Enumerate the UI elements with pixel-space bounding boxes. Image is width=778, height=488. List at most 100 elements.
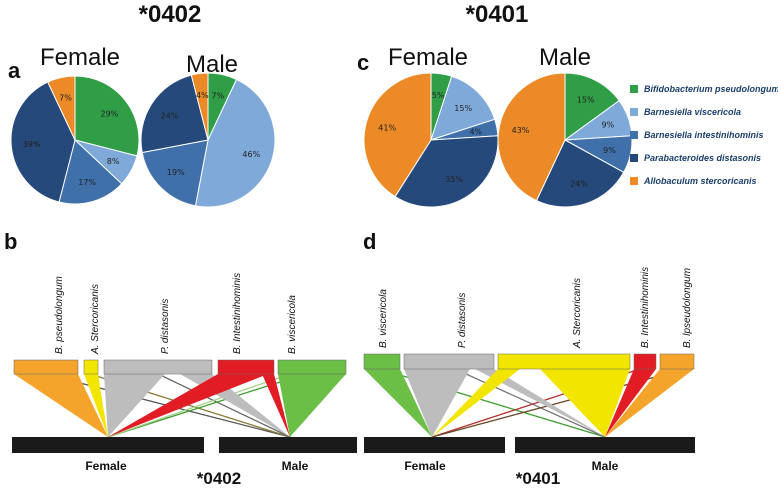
fan-d-distasonis-female bbox=[404, 369, 470, 437]
taxon-label-b-viscericola: B. viscericola bbox=[287, 295, 298, 354]
box-b-intestinihominis bbox=[217, 359, 275, 375]
panel-letter-c: c bbox=[357, 50, 369, 75]
pie-label-c-male-bifidobacterium-pseudolongum: 15% bbox=[577, 95, 595, 104]
network-b-fans bbox=[14, 374, 346, 437]
pie-a-male: 7% 46% 19% 24% 4% bbox=[140, 72, 276, 208]
pie-label-a-female-barnesiella-intestinihominis: 17% bbox=[78, 178, 96, 187]
pie-slice-a-female-allobaculum-stercoricanis bbox=[47, 75, 76, 141]
bar-label-d-male: Male bbox=[592, 459, 619, 473]
legend-label-bifidobacterium: Bifidobacterium pseudolongum bbox=[644, 84, 778, 94]
network-d-fans bbox=[364, 369, 694, 437]
pie-label-c-female-bifidobacterium-pseudolongum: 5% bbox=[432, 91, 445, 100]
pie-slice-a-male-parabacteroides-distasonis bbox=[140, 74, 209, 154]
pie-slice-c-male-parabacteroides-distasonis bbox=[535, 139, 625, 208]
box-b-distasonis bbox=[103, 359, 213, 375]
pie-c-female: 5% 15% 4% 35% 41% bbox=[363, 72, 499, 208]
fan-b-intestinihominis-female bbox=[108, 374, 268, 437]
legend-item-barnesiella-intestinihominis: Barnesiella intestinihominis bbox=[630, 130, 764, 140]
box-d-intestinihominis bbox=[633, 353, 657, 370]
panel-letter-a: a bbox=[8, 58, 21, 83]
legend-swatch-barnesiella-intestinihominis bbox=[630, 131, 638, 139]
allele-footer-d: *0401 bbox=[516, 469, 560, 488]
fan-d-stercoricanis-male bbox=[540, 369, 630, 437]
pie-label-c-female-parabacteroides-distasonis: 35% bbox=[445, 175, 463, 184]
pie-title-a-female: Female bbox=[40, 44, 120, 71]
pie-slice-a-male-barnesiella-intestinihominis bbox=[141, 139, 209, 207]
bar-d-female bbox=[364, 437, 505, 453]
box-d-stercoricanis bbox=[497, 353, 631, 370]
pie-label-a-male-bifidobacterium-pseudolongum: 7% bbox=[212, 92, 225, 101]
panel-letter-b: b bbox=[4, 229, 17, 254]
legend-item-parabacteroides: Parabacteroides distasonis bbox=[630, 153, 761, 163]
taxon-label-b-stercoricanis: A. Stercoricanis bbox=[90, 284, 101, 355]
pie-slice-a-female-bifidobacterium-pseudolongum bbox=[74, 75, 140, 157]
legend-label-parabacteroides: Parabacteroides distasonis bbox=[644, 153, 761, 163]
box-b-pseudolongum bbox=[13, 359, 79, 375]
legend-swatch-barnesiella-viscericola bbox=[630, 108, 638, 116]
allele-footer-b: *0402 bbox=[197, 469, 241, 488]
pie-slice-c-male-allobaculum-stercoricanis bbox=[497, 72, 566, 202]
link-d-distasonis-male bbox=[454, 368, 606, 438]
allele-header-right: *0401 bbox=[466, 1, 529, 28]
taxon-label-d-pseudolongum: B. lpseudolongum bbox=[682, 268, 693, 348]
network-b: Female Male *0402 B. pseudolongum A. Ste… bbox=[12, 273, 357, 488]
legend-item-bifidobacterium: Bifidobacterium pseudolongum bbox=[630, 84, 778, 94]
pie-label-c-male-barnesiella-viscericola: 9% bbox=[602, 121, 615, 130]
pie-label-c-male-barnesiella-intestinihominis: 9% bbox=[603, 146, 616, 155]
pie-label-c-male-allobaculum-stercoricanis: 43% bbox=[512, 126, 530, 135]
allele-header-left: *0402 bbox=[139, 1, 202, 28]
taxon-label-b-distasonis: P. distasonis bbox=[160, 299, 171, 354]
link-b-distasonis-male bbox=[157, 373, 291, 438]
pie-label-a-female-bifidobacterium-pseudolongum: 29% bbox=[101, 109, 119, 118]
pie-title-c-female: Female bbox=[388, 44, 468, 71]
pie-label-a-male-parabacteroides-distasonis: 24% bbox=[161, 112, 179, 121]
legend-swatch-bifidobacterium bbox=[630, 85, 638, 93]
bar-b-female bbox=[12, 437, 204, 453]
taxon-label-b-pseudolongum: B. pseudolongum bbox=[54, 276, 65, 354]
pie-slice-c-female-allobaculum-stercoricanis bbox=[363, 72, 432, 198]
taxon-label-d-viscericola: B. viscericola bbox=[378, 289, 389, 348]
pie-slice-a-male-barnesiella-viscericola bbox=[194, 78, 276, 208]
legend-label-barnesiella-intestinihominis: Barnesiella intestinihominis bbox=[644, 130, 764, 140]
fan-b-pseudolongum-female bbox=[14, 374, 108, 437]
pie-label-a-female-parabacteroides-distasonis: 39% bbox=[23, 140, 41, 149]
pie-slice-a-female-parabacteroides-distasonis bbox=[10, 81, 76, 203]
taxon-label-d-stercoricanis: A. Stercoricanis bbox=[572, 278, 583, 349]
legend: Bifidobacterium pseudolongum Barnesiella… bbox=[630, 84, 778, 186]
pie-label-a-male-barnesiella-intestinihominis: 19% bbox=[167, 168, 185, 177]
bar-label-d-female: Female bbox=[404, 459, 446, 473]
pie-title-c-male: Male bbox=[539, 44, 591, 71]
legend-swatch-parabacteroides bbox=[630, 154, 638, 162]
fan-d-viscericola-female bbox=[364, 369, 432, 437]
taxon-label-d-intestinihominis: B. Intestinihominis bbox=[640, 267, 651, 348]
pie-slice-a-female-barnesiella-intestinihominis bbox=[58, 139, 123, 205]
pie-a-female: 29% 8% 17% 39% 7% bbox=[10, 75, 140, 205]
bar-d-male bbox=[515, 437, 695, 453]
taxon-label-b-intestinihominis: B. Intestinihominis bbox=[232, 273, 243, 354]
pie-label-a-male-allobaculum-stercoricanis: 4% bbox=[196, 91, 209, 100]
legend-label-barnesiella-viscericola: Barnesiella viscericola bbox=[644, 107, 741, 117]
box-d-distasonis bbox=[403, 353, 495, 370]
legend-item-allobaculum: Allobaculum stercoricanis bbox=[630, 176, 757, 186]
fan-b-intestinihominis-male bbox=[262, 374, 290, 437]
fan-d-stercoricanis-female bbox=[432, 369, 520, 437]
legend-item-barnesiella-viscericola: Barnesiella viscericola bbox=[630, 107, 741, 117]
pie-title-a-male: Male bbox=[186, 51, 238, 78]
bar-label-b-male: Male bbox=[282, 459, 309, 473]
bar-b-male bbox=[219, 437, 357, 453]
pie-slice-c-male-bifidobacterium-pseudolongum bbox=[564, 72, 620, 141]
legend-label-allobaculum: Allobaculum stercoricanis bbox=[643, 176, 757, 186]
link-b-viscericola-female-2 bbox=[107, 373, 291, 438]
box-b-viscericola bbox=[277, 359, 347, 375]
box-d-pseudolongum bbox=[659, 353, 695, 370]
panel-letter-d: d bbox=[363, 229, 376, 254]
pie-label-c-female-barnesiella-intestinihominis: 4% bbox=[469, 128, 482, 137]
box-b-stercoricanis bbox=[83, 359, 99, 375]
pie-c-male: 15% 9% 9% 24% 43% bbox=[497, 72, 633, 208]
fan-b-stercoricanis-female bbox=[84, 374, 108, 437]
pie-label-a-female-barnesiella-viscericola: 8% bbox=[107, 157, 120, 166]
legend-swatch-allobaculum bbox=[630, 177, 638, 185]
fan-b-distasonis-female bbox=[104, 374, 165, 437]
pie-label-c-female-allobaculum-stercoricanis: 41% bbox=[378, 123, 396, 132]
